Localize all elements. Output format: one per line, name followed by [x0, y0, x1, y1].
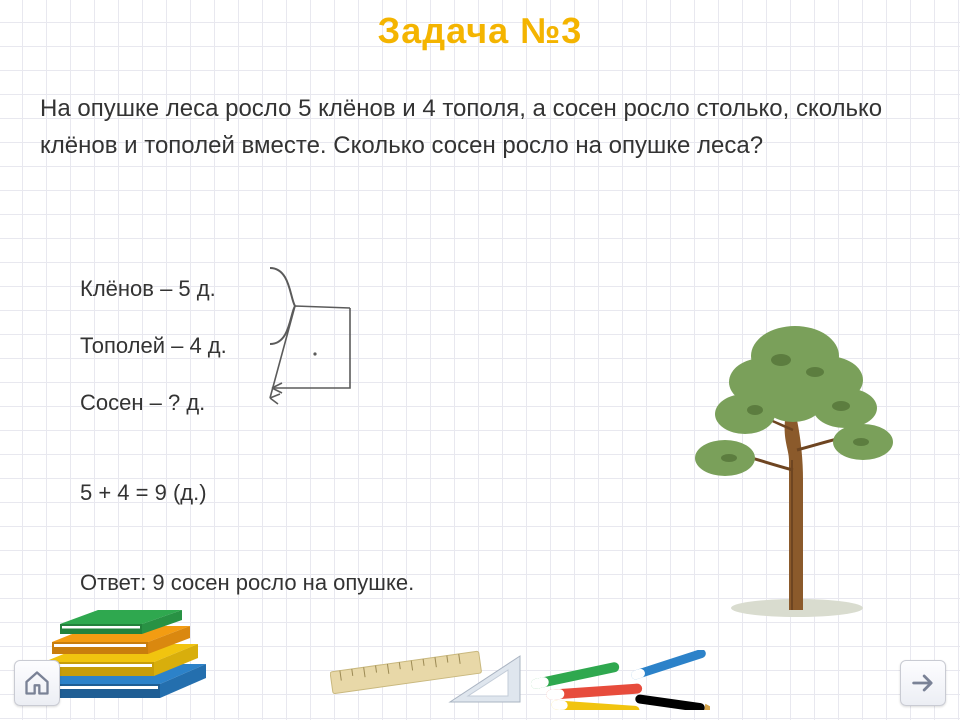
pine-tree-illustration — [685, 310, 905, 620]
calculation-line: 5 + 4 = 9 (д.) — [80, 480, 207, 506]
slide-page: Задача №3 На опушке леса росло 5 клёнов … — [0, 0, 960, 720]
home-button[interactable] — [14, 660, 60, 706]
problem-statement: На опушке леса росло 5 клёнов и 4 тополя… — [40, 90, 920, 164]
page-title: Задача №3 — [0, 10, 960, 52]
given-line-sosen: Сосен – ? д. — [80, 374, 227, 431]
given-block: Клёнов – 5 д. Тополей – 4 д. Сосен – ? д… — [80, 260, 227, 432]
arrow-right-icon — [909, 669, 937, 697]
given-line-topoley: Тополей – 4 д. — [80, 317, 227, 374]
stationery-illustration — [330, 650, 710, 710]
given-line-klenov: Клёнов – 5 д. — [80, 260, 227, 317]
home-icon — [23, 669, 51, 697]
brace-diagram — [260, 258, 460, 438]
next-button[interactable] — [900, 660, 946, 706]
